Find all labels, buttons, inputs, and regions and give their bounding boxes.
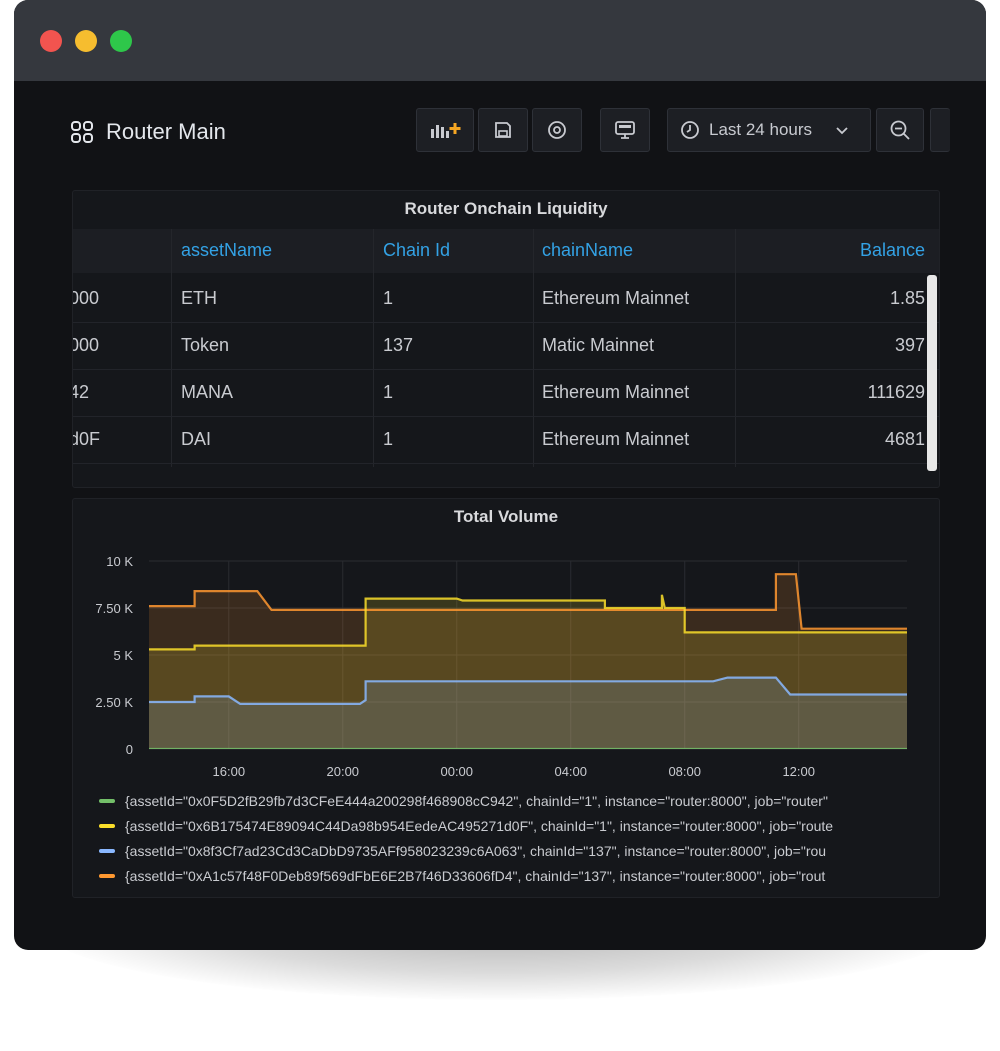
maximize-window-button[interactable] bbox=[110, 30, 132, 52]
table-cell: 000 bbox=[72, 335, 100, 355]
table-cell: DAI bbox=[181, 429, 212, 449]
chevron-down-icon bbox=[836, 127, 848, 135]
table-cell: Ethereum Mainnet bbox=[542, 429, 690, 449]
time-range-picker[interactable]: Last 24 hours bbox=[667, 108, 871, 152]
table-scrollbar[interactable] bbox=[927, 275, 937, 471]
y-tick-label: 5 K bbox=[113, 648, 133, 663]
table-row[interactable]: 42 MANA 1 Ethereum Mainnet 111629 bbox=[73, 369, 939, 417]
table-row[interactable]: 000 Token 137 Matic Mainnet 397 bbox=[73, 322, 939, 370]
legend-item[interactable]: {assetId="0x0F5D2fB29fb7d3CFeE444a200298… bbox=[99, 791, 929, 811]
table-panel-title[interactable]: Router Onchain Liquidity bbox=[404, 199, 608, 218]
dashboard-title-area[interactable]: Router Main bbox=[70, 116, 226, 148]
column-header-balance[interactable]: Balance bbox=[859, 240, 925, 260]
page-title: Router Main bbox=[106, 119, 226, 144]
chart-panel-title[interactable]: Total Volume bbox=[453, 507, 559, 526]
x-tick-label: 20:00 bbox=[327, 764, 360, 779]
close-window-button[interactable] bbox=[40, 30, 62, 52]
settings-icon bbox=[548, 121, 566, 139]
table-cell: 1.85 bbox=[889, 288, 925, 308]
clock-icon bbox=[681, 121, 699, 139]
chart-panel: Total Volume 0 2.50 K 5 K 7.50 K 10 K 16:00 20… bbox=[72, 498, 940, 898]
table-cell: ETH bbox=[181, 288, 217, 308]
table-cell: 137 bbox=[383, 335, 414, 355]
column-divider bbox=[373, 229, 374, 467]
time-range-label: Last 24 hours bbox=[709, 120, 813, 139]
title-bar bbox=[14, 0, 986, 81]
table-cell: Token bbox=[181, 335, 230, 355]
zoom-out-icon bbox=[890, 120, 910, 140]
table-cell: 42 bbox=[73, 382, 90, 402]
total-volume-chart[interactable]: 0 2.50 K 5 K 7.50 K 10 K 16:00 20:00 00:00 04:00… bbox=[73, 539, 939, 819]
series-area bbox=[149, 574, 907, 749]
legend-item[interactable]: {assetId="0x6B175474E89094C44Da98b954Eed… bbox=[99, 816, 929, 836]
app-window: Router Main Last 24 hours bbox=[14, 0, 986, 950]
zoom-out-button[interactable] bbox=[876, 108, 924, 152]
column-header-chain-id[interactable]: Chain Id bbox=[383, 240, 451, 260]
dashboard-grid-icon bbox=[71, 121, 93, 143]
column-divider bbox=[171, 229, 172, 467]
add-panel-icon bbox=[431, 123, 461, 138]
legend-swatch bbox=[99, 799, 115, 803]
series-line bbox=[149, 676, 907, 705]
table-cell: Ethereum Mainnet bbox=[542, 288, 690, 308]
tv-mode-button[interactable] bbox=[600, 108, 650, 152]
column-header-assetname[interactable]: assetName bbox=[181, 240, 273, 260]
table-cell: Matic Mainnet bbox=[542, 335, 655, 355]
y-tick-label: 7.50 K bbox=[95, 601, 133, 616]
refresh-button[interactable] bbox=[930, 108, 950, 152]
legend-label: {assetId="0xA1c57f48F0Deb89f569dFbE6E2B7… bbox=[125, 868, 826, 884]
table-cell: 000 bbox=[72, 288, 100, 308]
table-cell: 1 bbox=[383, 382, 394, 402]
legend-swatch bbox=[99, 849, 115, 853]
table-cell: 1 bbox=[383, 288, 394, 308]
table-cell: 1 bbox=[383, 429, 394, 449]
table-cell: 111629 bbox=[867, 382, 925, 402]
legend-label: {assetId="0x0F5D2fB29fb7d3CFeE444a200298… bbox=[125, 793, 828, 809]
series-area bbox=[149, 677, 907, 749]
legend-item[interactable]: {assetId="0x8f3Cf7ad23Cd3CaDbD9735AFf958… bbox=[99, 841, 929, 861]
x-tick-label: 12:00 bbox=[782, 764, 815, 779]
series-line bbox=[149, 594, 907, 651]
legend-label: {assetId="0x6B175474E89094C44Da98b954Eed… bbox=[125, 818, 834, 834]
x-tick-label: 08:00 bbox=[668, 764, 701, 779]
y-tick-label: 10 K bbox=[106, 554, 133, 569]
column-divider bbox=[735, 229, 736, 467]
table-header: assetName Chain Id chainName Balance bbox=[73, 229, 939, 273]
table-cell: 4681 bbox=[884, 429, 925, 449]
column-header-chainname[interactable]: chainName bbox=[542, 240, 634, 260]
dashboard-settings-button[interactable] bbox=[532, 108, 582, 152]
legend-label: {assetId="0x8f3Cf7ad23Cd3CaDbD9735AFf958… bbox=[125, 843, 827, 859]
table-cell: d0F bbox=[72, 429, 101, 449]
save-icon bbox=[495, 122, 511, 138]
add-panel-button[interactable] bbox=[416, 108, 474, 152]
legend-swatch bbox=[99, 874, 115, 878]
table-panel: Router Onchain Liquidity assetName Chain… bbox=[72, 190, 940, 488]
x-tick-label: 04:00 bbox=[554, 764, 587, 779]
x-tick-label: 00:00 bbox=[440, 764, 473, 779]
series-line bbox=[149, 573, 907, 630]
save-dashboard-button[interactable] bbox=[478, 108, 528, 152]
table-cell: 397 bbox=[894, 335, 925, 355]
series-group bbox=[149, 573, 907, 749]
tv-mode-icon bbox=[615, 121, 635, 139]
y-tick-label: 2.50 K bbox=[95, 695, 133, 710]
legend-item[interactable]: {assetId="0xA1c57f48F0Deb89f569dFbE6E2B7… bbox=[99, 866, 929, 886]
minimize-window-button[interactable] bbox=[75, 30, 97, 52]
column-divider bbox=[533, 229, 534, 467]
table-row[interactable]: 000 ETH 1 Ethereum Mainnet 1.85 bbox=[73, 275, 939, 323]
table-cell: Ethereum Mainnet bbox=[542, 382, 690, 402]
table-cell: MANA bbox=[181, 382, 234, 402]
x-tick-label: 16:00 bbox=[213, 764, 246, 779]
y-tick-label: 0 bbox=[126, 742, 133, 757]
table-row[interactable]: d0F DAI 1 Ethereum Mainnet 4681 bbox=[73, 416, 939, 464]
legend-swatch bbox=[99, 824, 115, 828]
